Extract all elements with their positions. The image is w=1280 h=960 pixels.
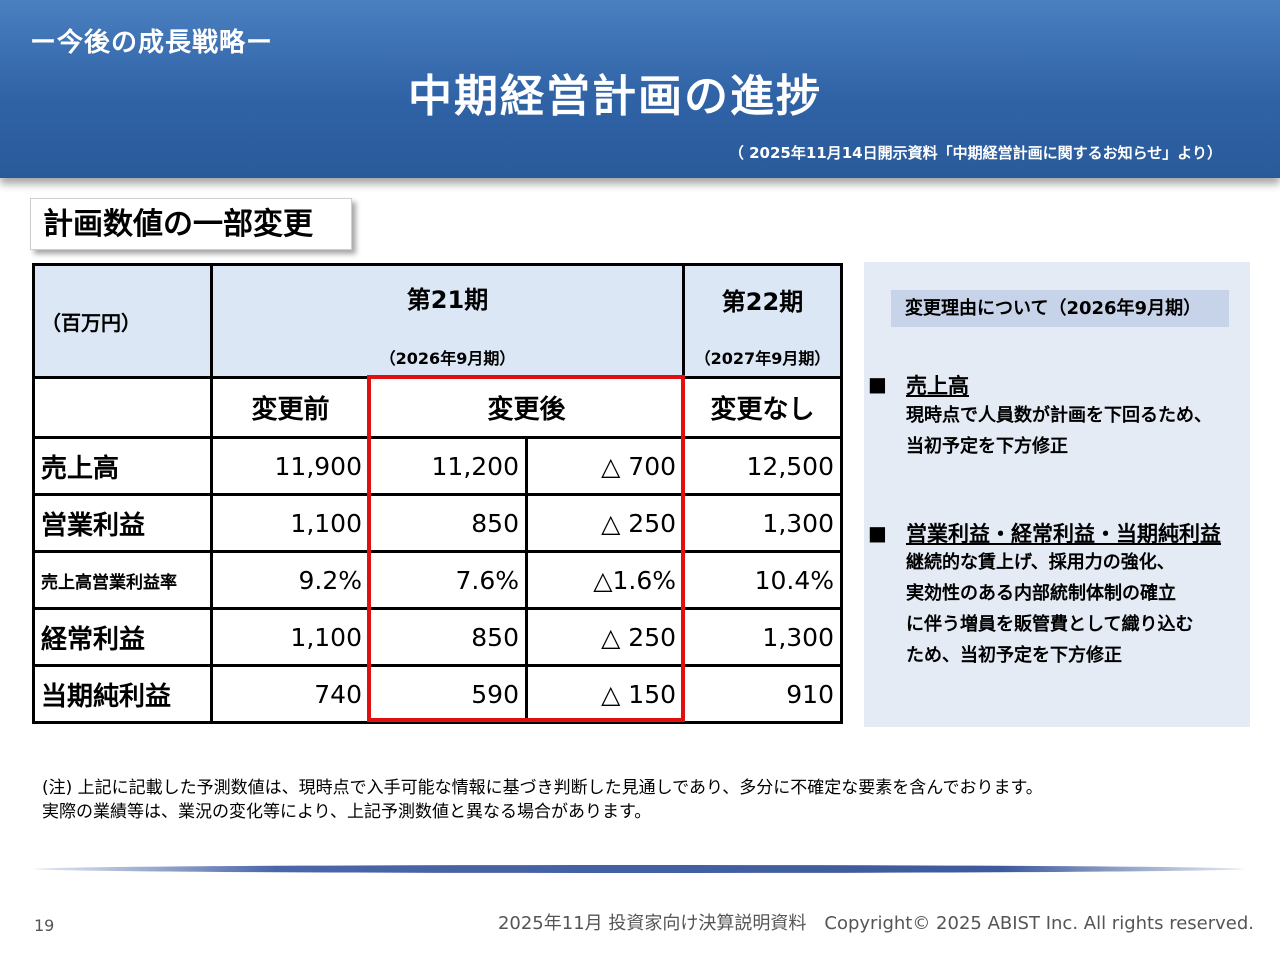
row-label: 経常利益: [32, 607, 213, 667]
table-row: 売上高営業利益率 9.2% 7.6% △1.6% 10.4%: [32, 550, 843, 610]
footnote: (注) 上記に記載した予測数値は、現時点で入手可能な情報に基づき判断した見通しで…: [42, 776, 1043, 824]
unit-cell: （百万円）: [32, 263, 213, 379]
value-after: 11,200: [368, 436, 528, 496]
reason-item-sales-head: 売上高: [906, 374, 969, 398]
col-nochange: 変更なし: [682, 376, 843, 439]
reason-line: に伴う増員を販管費として織り込む: [906, 614, 1194, 635]
value-after: 850: [368, 493, 528, 553]
period21-header: 第21期 （2026年9月期）: [210, 263, 685, 379]
table-row: 営業利益 1,100 850 △ 250 1,300: [32, 493, 843, 553]
value-after: 850: [368, 607, 528, 667]
footer-divider: [34, 865, 1244, 873]
row-label: 当期純利益: [32, 664, 213, 724]
subtitle-box: 計画数値の一部変更: [30, 198, 352, 250]
reason-line: 実効性のある内部統制体制の確立: [906, 583, 1176, 604]
period21-name: 第21期: [406, 286, 489, 314]
value-before: 1,100: [210, 493, 371, 553]
footnote-line: (注) 上記に記載した予測数値は、現時点で入手可能な情報に基づき判断した見通しで…: [42, 778, 1043, 798]
reason-title: 変更理由について（2026年9月期）: [891, 290, 1229, 327]
table-subheader-row: 変更前 変更後 変更なし: [32, 376, 843, 439]
value-next: 10.4%: [682, 550, 843, 610]
footer-copyright: 2025年11月 投資家向け決算説明資料 Copyright© 2025 ABI…: [497, 913, 1254, 934]
plan-table: （百万円） 第21期 （2026年9月期） 第22期 （2027年9月期） 変更…: [32, 263, 843, 724]
reason-line: 現時点で人員数が計画を下回るため、: [906, 405, 1212, 426]
reason-panel: 変更理由について（2026年9月期） ■ 売上高 現時点で人員数が計画を下回るた…: [864, 262, 1250, 727]
period22-name: 第22期: [721, 288, 804, 316]
reason-line: 当初予定を下方修正: [906, 436, 1068, 457]
source-note: （ 2025年11月14日開示資料「中期経営計画に関するお知らせ」より）: [728, 144, 1222, 162]
value-after: 7.6%: [368, 550, 528, 610]
row-label: 営業利益: [32, 493, 213, 553]
section-label: ー今後の成長戦略ー: [30, 28, 274, 58]
value-before: 1,100: [210, 607, 371, 667]
value-next: 12,500: [682, 436, 843, 496]
reason-line: ため、当初予定を下方修正: [906, 645, 1122, 666]
reason-item-sales-body: 現時点で人員数が計画を下回るため、 当初予定を下方修正: [906, 400, 1212, 462]
table-header-row: （百万円） 第21期 （2026年9月期） 第22期 （2027年9月期）: [32, 263, 843, 379]
row-label: 売上高営業利益率: [32, 550, 213, 610]
page-title: 中期経営計画の進捗: [408, 71, 822, 122]
value-diff: △ 250: [525, 493, 685, 553]
value-before: 11,900: [210, 436, 371, 496]
footnote-line: 実際の業績等は、業況の変化等により、上記予測数値と異なる場合があります。: [42, 802, 652, 822]
value-diff: △ 700: [525, 436, 685, 496]
table-row: 売上高 11,900 11,200 △ 700 12,500: [32, 436, 843, 496]
value-before: 9.2%: [210, 550, 371, 610]
value-diff: △1.6%: [525, 550, 685, 610]
reason-line: 継続的な賃上げ、採用力の強化、: [906, 552, 1175, 573]
period21-sub: （2026年9月期）: [379, 349, 516, 368]
col-after: 変更後: [368, 376, 685, 439]
value-next: 1,300: [682, 493, 843, 553]
value-next: 910: [682, 664, 843, 724]
table-row: 当期純利益 740 590 △ 150 910: [32, 664, 843, 724]
period22-sub: （2027年9月期）: [694, 349, 831, 368]
value-after: 590: [368, 664, 528, 724]
empty-cell: [32, 376, 213, 439]
value-next: 1,300: [682, 607, 843, 667]
bullet-square-icon: ■: [868, 372, 887, 396]
row-label: 売上高: [32, 436, 213, 496]
table-row: 経常利益 1,100 850 △ 250 1,300: [32, 607, 843, 667]
col-before: 変更前: [210, 376, 371, 439]
reason-item-profit-body: 継続的な賃上げ、採用力の強化、 実効性のある内部統制体制の確立 に伴う増員を販管…: [906, 547, 1193, 671]
page-number: 19: [34, 916, 55, 935]
value-before: 740: [210, 664, 371, 724]
bullet-square-icon: ■: [868, 521, 887, 545]
value-diff: △ 250: [525, 607, 685, 667]
header-band: ー今後の成長戦略ー 中期経営計画の進捗 （ 2025年11月14日開示資料「中期…: [0, 0, 1280, 178]
reason-item-profit-head: 営業利益・経常利益・当期純利益: [906, 522, 1221, 546]
value-diff: △ 150: [525, 664, 685, 724]
period22-header: 第22期 （2027年9月期）: [682, 263, 843, 379]
